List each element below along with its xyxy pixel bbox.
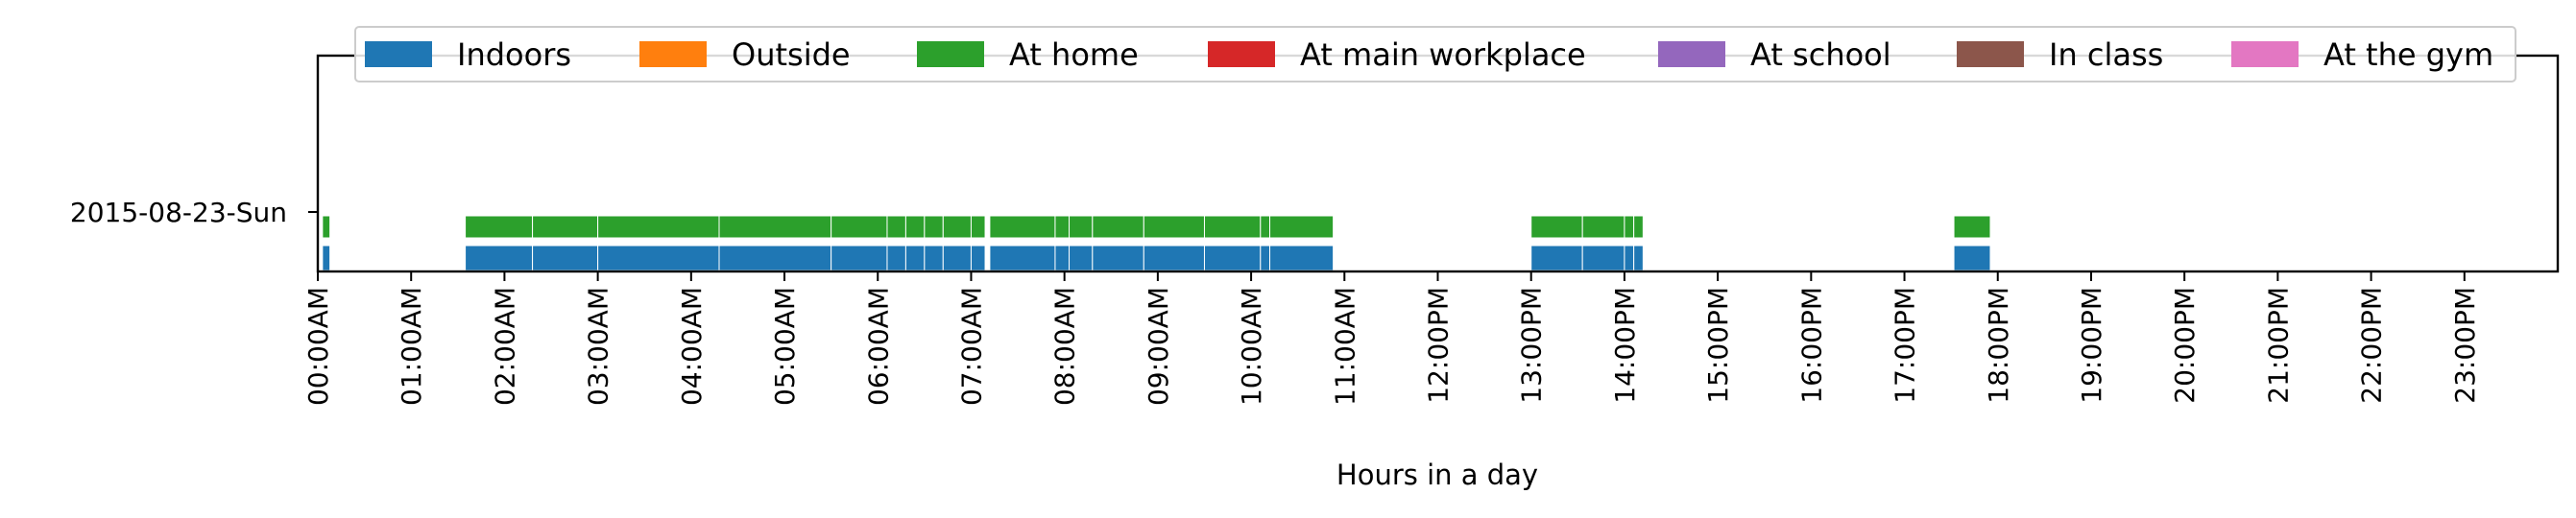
activity-bar xyxy=(1143,215,1205,239)
activity-bar xyxy=(970,215,986,239)
activity-bar xyxy=(942,245,972,271)
activity-bar xyxy=(1581,215,1625,239)
x-tick-label: 12:00PM xyxy=(1423,287,1455,404)
legend-label: Indoors xyxy=(457,36,571,73)
activity-bar xyxy=(989,215,1056,239)
x-tick-label: 10:00AM xyxy=(1236,287,1267,406)
x-tick-label: 02:00AM xyxy=(489,287,520,406)
activity-bar xyxy=(532,215,599,239)
x-tick-label: 19:00PM xyxy=(2076,287,2107,404)
activity-bar xyxy=(532,245,599,271)
activity-bar xyxy=(1054,245,1071,271)
activity-bar xyxy=(1092,245,1144,271)
legend-label: At school xyxy=(1750,36,1891,73)
x-tick-label: 07:00AM xyxy=(955,287,987,406)
x-tick-label: 06:00AM xyxy=(862,287,894,406)
x-axis-title: Hours in a day xyxy=(1336,459,1538,491)
legend-label: In class xyxy=(2049,36,2163,73)
activity-bar xyxy=(1633,245,1644,271)
legend-swatch xyxy=(2231,41,2299,67)
x-tick-label: 17:00PM xyxy=(1890,287,1921,404)
activity-bar xyxy=(1953,215,1991,239)
legend-label: At home xyxy=(1009,36,1139,73)
activity-bar xyxy=(1624,245,1635,271)
legend-swatch xyxy=(1658,41,1725,67)
activity-bar xyxy=(597,245,720,271)
activity-bar xyxy=(924,215,944,239)
activity-bar xyxy=(970,245,986,271)
activity-bar xyxy=(1054,215,1071,239)
activity-bar xyxy=(597,215,720,239)
activity-bar xyxy=(886,215,906,239)
x-tick-label: 09:00AM xyxy=(1143,287,1174,406)
activity-bar xyxy=(1203,245,1262,271)
activity-bar xyxy=(1624,215,1635,239)
activity-bar xyxy=(1069,215,1094,239)
series-indoors xyxy=(322,245,1991,271)
activity-bar xyxy=(886,245,906,271)
activity-bar xyxy=(1260,245,1271,271)
activity-bar xyxy=(904,245,926,271)
activity-bar xyxy=(904,215,926,239)
x-tick-label: 05:00AM xyxy=(769,287,801,406)
x-tick-label: 18:00PM xyxy=(1983,287,2014,404)
activity-bar xyxy=(924,245,944,271)
legend-swatch xyxy=(1208,41,1275,67)
x-tick-label: 15:00PM xyxy=(1702,287,1734,404)
activity-bar xyxy=(1092,215,1144,239)
legend-label: Outside xyxy=(732,36,851,73)
x-tick-label: 21:00PM xyxy=(2262,287,2294,404)
activity-bar xyxy=(942,215,972,239)
activity-bar xyxy=(1069,245,1094,271)
activity-bar xyxy=(718,215,832,239)
legend-swatch xyxy=(639,41,707,67)
x-tick-label: 14:00PM xyxy=(1609,287,1641,404)
activity-bar xyxy=(465,215,534,239)
series-at-home xyxy=(322,215,1991,239)
x-tick-label: 03:00AM xyxy=(583,287,614,406)
x-tick-label: 04:00AM xyxy=(676,287,708,406)
activity-bar xyxy=(1581,245,1625,271)
activity-bar xyxy=(1530,245,1583,271)
activity-bar xyxy=(465,245,534,271)
x-tick-label: 01:00AM xyxy=(396,287,427,406)
activity-bars xyxy=(322,215,1991,271)
legend-swatch xyxy=(1957,41,2024,67)
activity-bar xyxy=(989,245,1056,271)
activity-bar xyxy=(1269,245,1335,271)
legend-label: At main workplace xyxy=(1300,36,1586,73)
x-tick-label: 11:00AM xyxy=(1329,287,1360,406)
activity-bar xyxy=(831,245,888,271)
activity-bar xyxy=(831,215,888,239)
legend: Indoors Outside At home At main workplace At… xyxy=(354,26,2516,82)
activity-bar xyxy=(1269,215,1335,239)
x-tick-label: 20:00PM xyxy=(2169,287,2201,404)
x-tick-label: 22:00PM xyxy=(2356,287,2388,404)
y-tick-label: 2015-08-23-Sun xyxy=(70,197,287,228)
x-tick-label: 08:00AM xyxy=(1049,287,1081,406)
activity-bar xyxy=(1143,245,1205,271)
y-axis-ticks: 2015-08-23-Sun xyxy=(70,197,318,228)
x-tick-label: 00:00AM xyxy=(302,287,334,406)
legend-frame xyxy=(354,26,2516,82)
activity-bar xyxy=(1953,245,1991,271)
activity-bar xyxy=(1260,215,1271,239)
x-tick-label: 23:00PM xyxy=(2449,287,2481,404)
legend-label: At the gym xyxy=(2323,36,2493,73)
activity-bar xyxy=(1530,215,1583,239)
x-axis-ticks: 00:00AM 01:00AM 02:00AM 03:00AM 04:00AM 05:00… xyxy=(302,271,2481,406)
legend-swatch xyxy=(917,41,984,67)
legend-swatch xyxy=(365,41,432,67)
x-tick-label: 13:00PM xyxy=(1516,287,1548,404)
activity-bar xyxy=(322,245,331,271)
activity-bar xyxy=(718,245,832,271)
activity-bar xyxy=(1203,215,1262,239)
activity-bar xyxy=(322,215,331,239)
x-tick-label: 16:00PM xyxy=(1795,287,1827,404)
activity-bar xyxy=(1633,215,1644,239)
